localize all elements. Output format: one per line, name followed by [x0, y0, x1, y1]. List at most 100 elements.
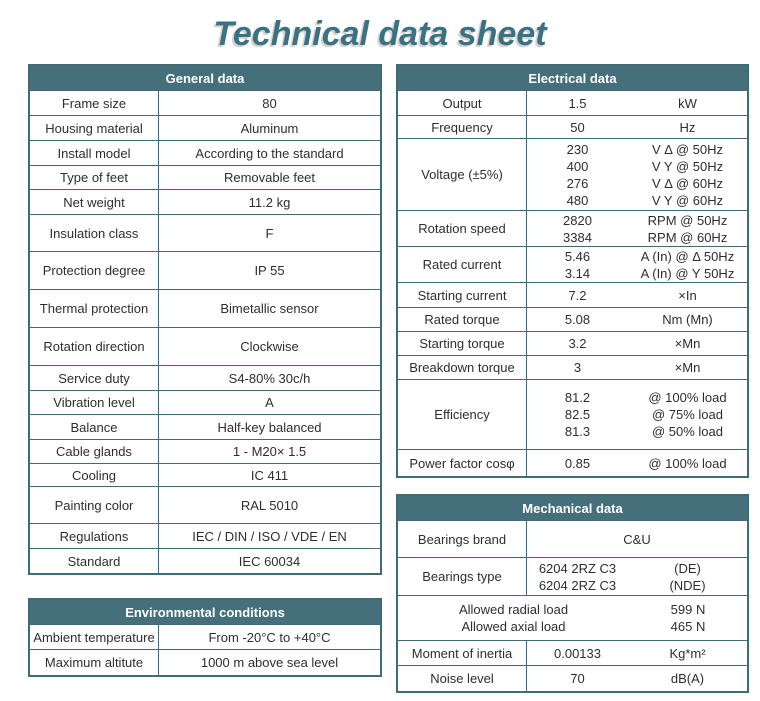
row-value-unit: 3.2 ×Mn — [527, 332, 747, 355]
row-units: 599 N 465 N — [670, 602, 706, 634]
row-label: Type of feet — [30, 166, 159, 189]
row-label: Power factor cosφ — [398, 450, 527, 476]
row-label: Maximum altitute — [30, 650, 159, 675]
table-row: Net weight 11.2 kg — [30, 189, 380, 214]
row-value-unit: 0.00133 Kg*m² — [527, 641, 747, 665]
row-value: IEC / DIN / ISO / VDE / EN — [192, 528, 347, 544]
table-row: Vibration level A — [30, 390, 380, 414]
right-column: Electrical data Output 1.5 kW Frequency 50 H… — [396, 64, 749, 693]
environmental-conditions-header: Environmental conditions — [30, 600, 380, 624]
row-value: 1000 m above sea level — [200, 655, 339, 670]
table-row: Protection degree IP 55 — [30, 251, 380, 289]
row-value-unit: 0.85 @ 100% load — [527, 450, 747, 476]
row-units: @ 100% load — [648, 455, 727, 471]
general-data-header: General data — [30, 66, 380, 90]
row-value: From -20°C to +40°C — [208, 629, 331, 645]
row-values: 6204 2RZ C3 6204 2RZ C3 — [538, 560, 617, 593]
row-value: 11.2 kg — [248, 194, 291, 210]
row-value-unit: 3 ×Mn — [527, 356, 747, 379]
row-value: Removable feet — [223, 170, 316, 185]
moment-of-inertia-row: Moment of inertia 0.00133 Kg*m² — [398, 640, 747, 665]
row-units: ×In — [678, 287, 697, 303]
table-row: Rated current 5.46 3.14 A (In) @ Δ 50Hz A … — [398, 246, 747, 282]
row-value: According to the standard — [195, 145, 344, 161]
row-value: Clockwise — [240, 339, 299, 354]
row-label: Rated current — [398, 247, 527, 282]
row-values: 0.00133 — [554, 645, 601, 661]
row-label: Moment of inertia — [398, 641, 527, 665]
table-row: Power factor cosφ 0.85 @ 100% load — [398, 449, 747, 476]
row-value: 1 - M20× 1.5 — [232, 444, 307, 459]
mechanical-data-table: Mechanical data Bearings brand C&U Beari… — [396, 494, 749, 693]
row-value-unit: 230 400 276 480 V Δ @ 50Hz V Y @ 50Hz V Δ… — [527, 139, 747, 210]
general-data-table: General data Frame size 80 Housing materi… — [28, 64, 382, 575]
row-label: Rotation direction — [30, 328, 159, 365]
row-label: Bearings brand — [398, 521, 527, 557]
row-units: A (In) @ Δ 50Hz A (In) @ Y 50Hz — [640, 248, 735, 281]
row-label: Cooling — [30, 464, 159, 486]
row-label: Rated torque — [398, 308, 527, 331]
row-value-unit: 50 Hz — [527, 116, 747, 138]
row-value: Aluminum — [240, 120, 299, 136]
row-values: 1.5 — [568, 95, 587, 111]
row-label: Efficiency — [398, 380, 527, 449]
row-label: Frame size — [30, 91, 159, 115]
table-row: Voltage (±5%) 230 400 276 480 V Δ @ 50Hz V… — [398, 138, 747, 210]
row-value: IEC 60034 — [238, 553, 301, 569]
row-label: Cable glands — [30, 440, 159, 463]
row-labels: Allowed radial load Allowed axial load — [458, 602, 569, 634]
table-row: Painting color RAL 5010 — [30, 486, 380, 523]
row-label: Output — [398, 91, 527, 115]
row-values: 70 — [570, 671, 585, 686]
spacer — [28, 575, 382, 598]
mechanical-data-header: Mechanical data — [398, 496, 747, 520]
row-label: Insulation class — [30, 215, 159, 251]
row-label: Painting color — [30, 487, 159, 523]
row-label: Breakdown torque — [398, 356, 527, 379]
row-value-unit: 6204 2RZ C3 6204 2RZ C3 (DE) (NDE) — [527, 558, 747, 595]
table-row: Regulations IEC / DIN / ISO / VDE / EN — [30, 523, 380, 548]
table-row: Cable glands 1 - M20× 1.5 — [30, 439, 380, 463]
row-label: Ambient temperature — [30, 625, 159, 649]
row-values: 2820 3384 — [563, 212, 592, 245]
row-label: Starting current — [398, 283, 527, 307]
row-values: 3 — [573, 360, 582, 375]
table-row: Output 1.5 kW — [398, 90, 747, 115]
row-units: ×Mn — [674, 336, 701, 351]
row-value-unit: 7.2 ×In — [527, 283, 747, 307]
row-value-unit: 70 dB(A) — [527, 666, 747, 691]
environmental-conditions-table: Environmental conditions Ambient tempera… — [28, 598, 382, 677]
row-units: kW — [678, 95, 697, 111]
table-row: Cooling IC 411 — [30, 463, 380, 486]
table-row: Install model According to the standard — [30, 140, 380, 165]
row-value-unit: 1.5 kW — [527, 91, 747, 115]
page-title: Technical data sheet — [213, 14, 547, 53]
row-label: Rotation speed — [398, 211, 527, 246]
row-value: Half-key balanced — [217, 419, 322, 435]
table-row: Balance Half-key balanced — [30, 414, 380, 439]
row-value-unit: 5.08 Nm (Mn) — [527, 308, 747, 331]
table-row: Thermal protection Bimetallic sensor — [30, 289, 380, 327]
row-units: Nm (Mn) — [662, 312, 713, 327]
row-value-unit: 5.46 3.14 A (In) @ Δ 50Hz A (In) @ Y 50Hz — [527, 247, 747, 282]
row-values: 5.08 — [564, 312, 591, 327]
row-label: Service duty — [30, 366, 159, 390]
row-label: Noise level — [398, 666, 527, 691]
row-values: 0.85 — [564, 455, 591, 471]
table-row: Rotation direction Clockwise — [30, 327, 380, 365]
table-row: Type of feet Removable feet — [30, 165, 380, 189]
table-row: Frequency 50 Hz — [398, 115, 747, 138]
table-row: Efficiency 81.2 82.5 81.3 @ 100% load @ 75… — [398, 379, 747, 449]
row-units: dB(A) — [670, 671, 705, 686]
row-values: 81.2 82.5 81.3 — [564, 390, 591, 439]
row-label: Bearings type — [398, 558, 527, 595]
electrical-data-header: Electrical data — [398, 66, 747, 90]
row-value: IC 411 — [250, 467, 289, 483]
row-units: RPM @ 50Hz RPM @ 60Hz — [647, 212, 728, 245]
row-values: 7.2 — [568, 287, 587, 303]
table-row: Rotation speed 2820 3384 RPM @ 50Hz RPM @ … — [398, 210, 747, 246]
bearings-type-row: Bearings type 6204 2RZ C3 6204 2RZ C3 (D… — [398, 557, 747, 595]
row-label: Frequency — [398, 116, 527, 138]
table-row: Starting current 7.2 ×In — [398, 282, 747, 307]
table-row: Service duty S4-80% 30c/h — [30, 365, 380, 390]
